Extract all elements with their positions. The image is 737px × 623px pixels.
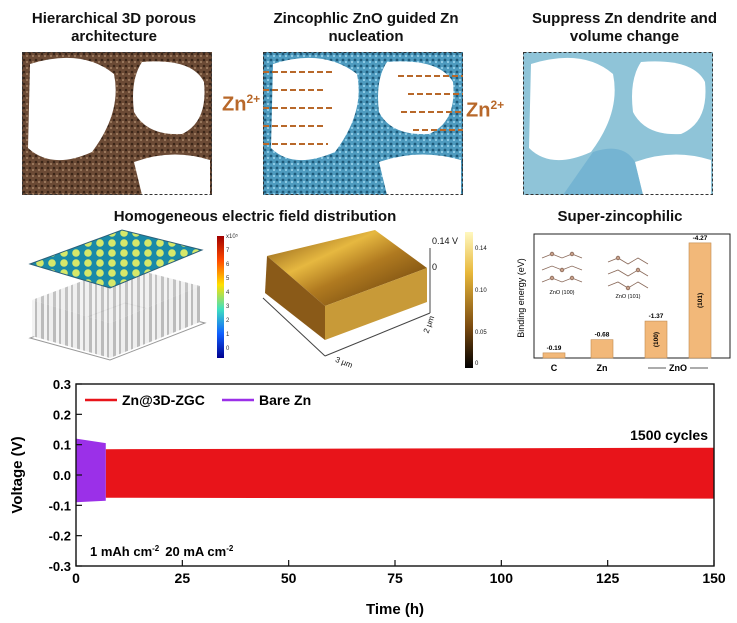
afm-top-label: 0.14 V [432,236,459,246]
afm-zero-label: 0 [432,262,438,272]
suppress-dendrite-image [523,52,713,195]
be-xlabel-zno: ZnO [669,363,687,373]
y-tick-6: -0.3 [49,559,71,574]
x-tick-0: 0 [72,570,80,586]
be-bar-1 [590,339,614,359]
zn-ion-arrows-right [398,75,463,131]
inset-zno-101: ZnO (101) [615,294,640,300]
be-value-3: -4.27 [693,235,708,242]
zno-101-structure [607,255,649,291]
zno-100-structure [541,251,583,283]
title-super-zincophilic: Super-zincophilic [557,208,683,225]
binding-energy-svg: Binding energy (eV) -0.19 -0.68 -1.37 -4.27… [516,233,731,373]
nucleation-image [263,52,463,195]
be-bar-tag-0: (100) [653,332,660,347]
legend-label-bare: Bare Zn [259,392,311,408]
be-xlabel-zn: Zn [597,363,608,373]
y-tick-5: -0.2 [49,529,71,544]
honeycomb-field-model [10,228,210,368]
zn-label-left: Zn2+ [222,92,261,116]
title-suppress: Suppress Zn dendrite and volume change [531,10,718,45]
binding-energy-chart: Binding energy (eV) -0.19 -0.68 -1.37 -4.27… [510,228,735,378]
cycles-annotation: 1500 cycles [630,427,708,443]
be-y-label: Binding energy (eV) [516,258,526,338]
x-tick-150: 150 [702,570,726,586]
series-zn-3d-zgc [105,447,715,499]
afm-surface-map: 0.14 V 0 2 μm 3 μm 0.14 0.10 0.05 0 [235,228,510,373]
be-value-1: -0.68 [595,332,610,339]
legend-label-zgc: Zn@3D-ZGC [122,392,205,408]
zn-ion-arrows-left [263,71,333,145]
y-tick-2: 0.1 [53,438,71,453]
x-tick-100: 100 [490,570,514,586]
voltage-y-label: Voltage (V) [9,436,26,513]
be-bar-3 [688,242,712,359]
be-value-2: -1.37 [649,313,664,320]
voltage-profile-chart: 0 25 50 75 100 125 150 0.3 0.2 0.1 0.0 -0.1 -0.2 -0.3… [0,378,737,623]
y-tick-3: 0.0 [53,468,71,483]
voltage-svg: 0 25 50 75 100 125 150 0.3 0.2 0.1 0.0 -0.1 -0.2 -0.3… [9,378,726,618]
porous-architecture-image [22,52,212,195]
x-tick-125: 125 [596,570,620,586]
be-value-0: -0.19 [547,345,562,352]
voltage-x-label: Time (h) [366,601,424,618]
inset-zno-100: ZnO (100) [549,290,574,296]
series-bare-zn [76,438,106,503]
y-tick-4: -0.1 [49,498,71,513]
x-tick-25: 25 [175,570,191,586]
x-tick-50: 50 [281,570,297,586]
be-bar-tag-1: (101) [697,293,704,308]
title-electric-field: Homogeneous electric field distribution [113,208,397,225]
zn-label-right: Zn2+ [466,98,505,122]
title-nucleation: Zincophlic ZnO guided Zn nucleation [273,10,459,45]
conditions-annotation: 1 mAh cm-2 20 mA cm-2 [90,544,234,559]
be-bar-2 [644,320,668,359]
x-tick-75: 75 [387,570,403,586]
afm-scale-ticks: 0.14 0.10 0.05 0 [475,246,487,367]
be-xlabel-c: C [551,363,558,373]
be-bar-0 [542,352,566,359]
y-tick-0: 0.3 [53,378,71,392]
y-tick-1: 0.2 [53,407,71,422]
title-architecture: Hierarchical 3D porous architecture [31,10,197,45]
